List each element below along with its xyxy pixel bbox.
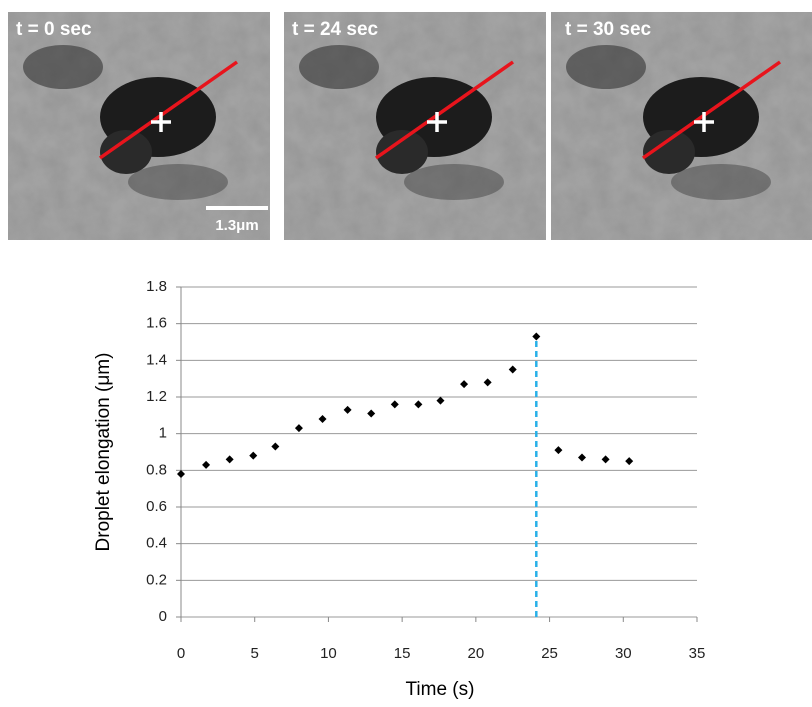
image-panel: t = 24 sec: [284, 12, 546, 240]
y-axis-label: Droplet elongation (μm): [93, 353, 114, 552]
scale-bar-label: 1.3μm: [215, 217, 258, 234]
point: [532, 332, 541, 341]
x-tick-label: 20: [468, 645, 485, 662]
y-tick-label: 1: [159, 425, 167, 442]
y-tick-label: 1.4: [146, 351, 167, 368]
point: [601, 455, 610, 464]
point: [294, 424, 303, 433]
x-tick-label: 15: [394, 645, 411, 662]
point: [483, 378, 492, 387]
point: [414, 400, 423, 409]
x-tick-label: 0: [177, 645, 185, 662]
point: [367, 409, 376, 418]
point: [343, 405, 352, 414]
x-tick-label: 30: [615, 645, 632, 662]
y-tick-label: 0.4: [146, 535, 167, 552]
y-tick-label: 0.2: [146, 571, 167, 588]
point: [225, 455, 234, 464]
image-panel: t = 30 sec: [551, 12, 812, 240]
x-tick-label: 5: [251, 645, 259, 662]
point: [578, 453, 587, 462]
point: [202, 460, 211, 469]
y-tick-label: 1.8: [146, 278, 167, 295]
panel-label: t = 30 sec: [565, 19, 652, 40]
x-tick-label: 35: [689, 645, 706, 662]
panel-label: t = 24 sec: [292, 19, 379, 40]
point: [271, 442, 280, 451]
y-tick-label: 1.6: [146, 315, 167, 332]
point: [460, 380, 469, 389]
x-axis-label: Time (s): [406, 679, 475, 700]
panel-label: t = 0 sec: [16, 19, 92, 40]
y-tick-label: 0.6: [146, 498, 167, 515]
y-tick-label: 1.2: [146, 388, 167, 405]
x-tick-label: 25: [541, 645, 558, 662]
point: [318, 415, 327, 423]
x-tick-label: 10: [320, 645, 337, 662]
point: [625, 457, 634, 466]
point: [436, 396, 445, 405]
point: [508, 365, 517, 374]
point: [177, 470, 185, 478]
y-tick-label: 0: [159, 608, 167, 625]
y-tick-label: 0.8: [146, 461, 167, 478]
point: [390, 400, 399, 409]
point: [249, 451, 258, 460]
image-panel: t = 0 sec 1.3μm: [8, 12, 270, 240]
point: [554, 446, 563, 455]
